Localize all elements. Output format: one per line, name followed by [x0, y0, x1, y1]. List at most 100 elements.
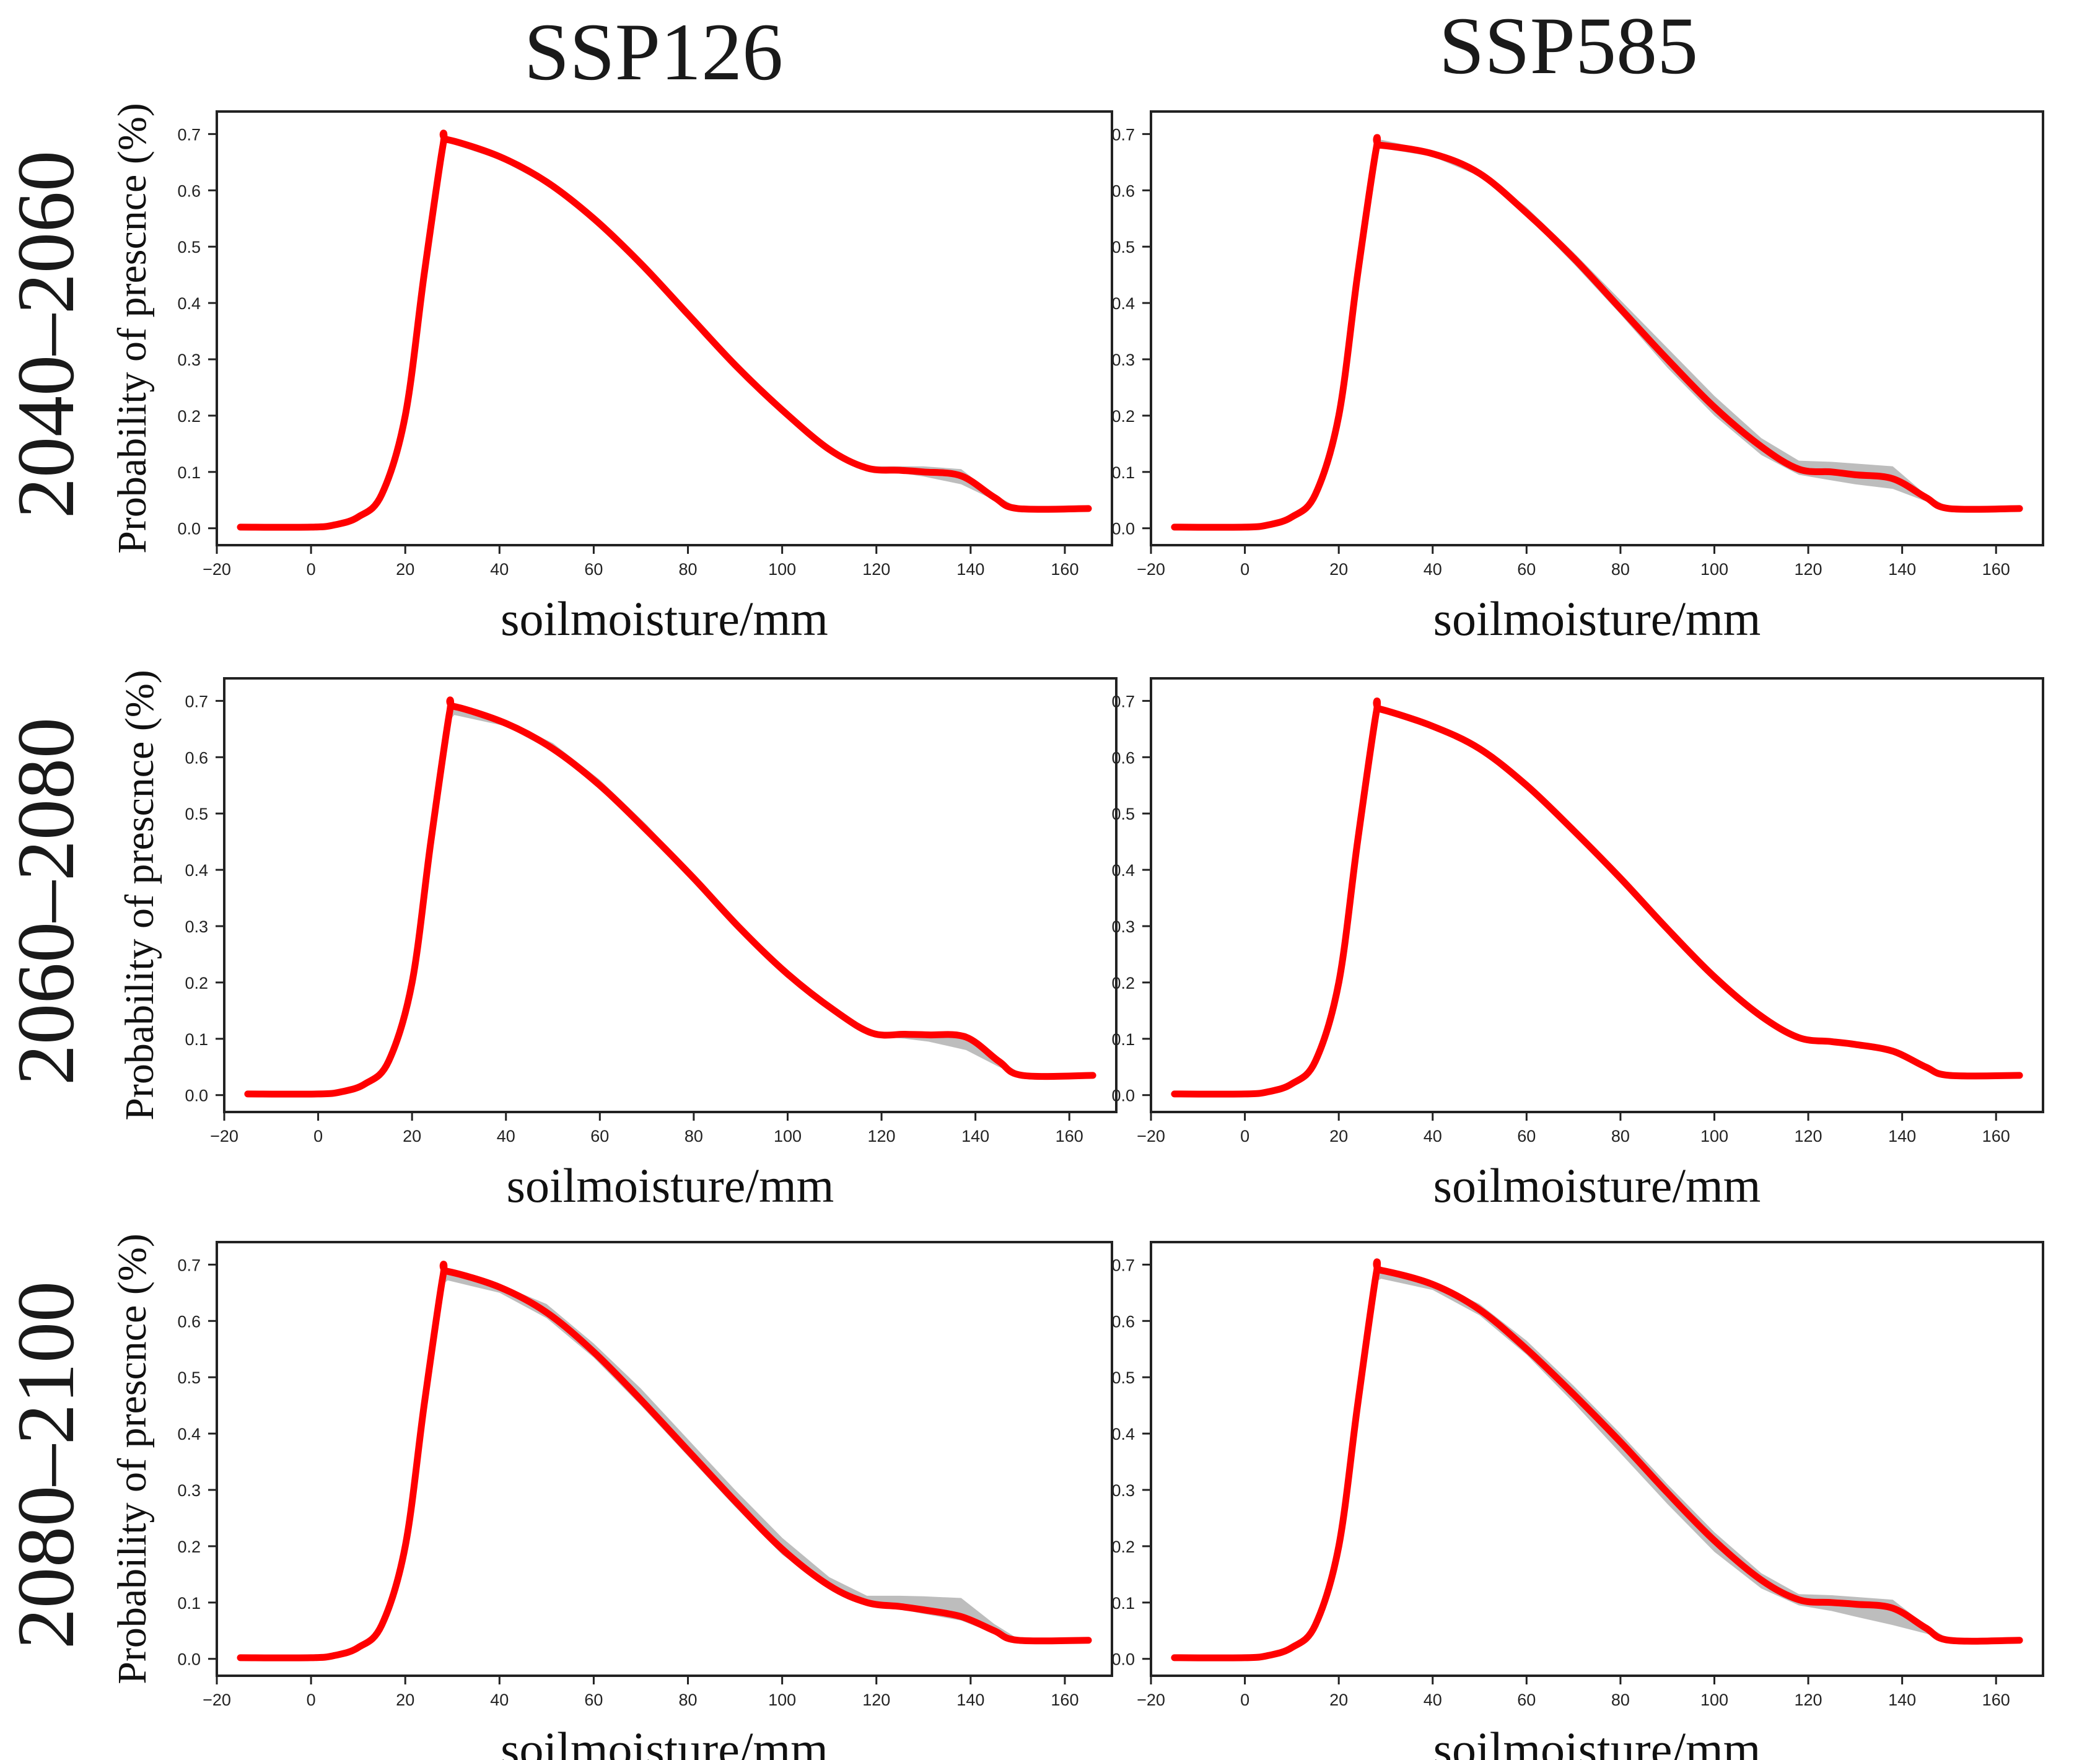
y-axis-label: Probability of prescnce (%) — [110, 103, 155, 554]
x-tick-label: −20 — [1137, 1691, 1165, 1709]
x-tick-label: 20 — [1329, 560, 1348, 579]
x-tick-label: 100 — [768, 560, 796, 579]
x-tick-label: 160 — [1051, 560, 1078, 579]
x-tick-label: −20 — [210, 1127, 238, 1145]
y-tick-label: 0.4 — [1111, 861, 1135, 880]
confidence-band — [1174, 707, 2020, 1094]
y-tick-label: 0.4 — [1111, 294, 1135, 313]
response-curve — [1171, 1258, 2023, 1661]
y-tick-label: 0.1 — [1111, 463, 1135, 482]
x-tick-label: 40 — [1424, 1127, 1442, 1145]
y-tick-label: 0.1 — [177, 1594, 201, 1613]
x-tick-label: 0 — [1240, 560, 1249, 579]
x-tick-label: 160 — [1982, 1691, 2010, 1709]
x-tick-label: 120 — [1795, 1691, 1822, 1709]
x-tick-label: 80 — [685, 1127, 703, 1145]
x-tick-label: 120 — [862, 560, 890, 579]
response-curve — [237, 129, 1092, 531]
x-tick-label: 20 — [1329, 1127, 1348, 1145]
plot-frame — [1150, 110, 2044, 546]
x-tick-label: 100 — [774, 1127, 802, 1145]
y-tick-label: 0.4 — [177, 294, 201, 313]
x-tick-label: 60 — [1517, 560, 1536, 579]
y-tick-label: 0.3 — [177, 351, 201, 369]
x-tick-label: 160 — [1056, 1127, 1083, 1145]
y-tick-label: 0.7 — [1111, 125, 1135, 144]
x-tick-label: 100 — [1700, 1127, 1728, 1145]
y-tick-label: 0.2 — [185, 974, 208, 992]
y-tick-label: 0.7 — [1111, 692, 1135, 711]
x-tick-label: 140 — [961, 1127, 989, 1145]
x-tick-label: 60 — [584, 1691, 603, 1709]
x-tick-label: 80 — [1611, 1691, 1630, 1709]
x-tick-label: 140 — [956, 560, 984, 579]
panel-grid: −20 0 20 40 60 80 100 120 140 160 0.0 0.1 0.2 0.3 0.4 0… — [110, 103, 2044, 1760]
x-tick-label: −20 — [1137, 560, 1165, 579]
x-tick-label: 60 — [1517, 1691, 1536, 1709]
x-tick-label: 60 — [590, 1127, 609, 1145]
response-curve — [244, 696, 1096, 1098]
x-tick-label: 40 — [490, 560, 509, 579]
y-tick-label: 0.3 — [1111, 917, 1135, 936]
panel-1: −20 0 20 40 60 80 100 120 140 160 0.0 0.1 0.2 0.3 0.4 0… — [110, 103, 1113, 646]
y-axis-label: Probability of prescnce (%) — [110, 1233, 155, 1684]
response-curve — [237, 1261, 1092, 1661]
y-tick-label: 0.0 — [177, 520, 201, 538]
x-tick-label: 60 — [584, 560, 603, 579]
y-tick-label: 0.2 — [177, 1538, 201, 1556]
y-tick-label: 0.1 — [177, 463, 201, 482]
y-tick-label: 0.5 — [177, 238, 201, 256]
plot-frame — [216, 1241, 1113, 1677]
y-tick-label: 0.4 — [185, 861, 208, 880]
y-tick-label: 0.5 — [185, 805, 208, 823]
panel-5: −20 0 20 40 60 80 100 120 140 160 0.0 0.1 0.2 0.3 0.4 0… — [110, 1233, 1113, 1760]
plot-frame — [1150, 677, 2044, 1113]
plot-frame — [1150, 1241, 2044, 1677]
x-axis-label: soilmoisture/mm — [1433, 1158, 1761, 1212]
y-tick-label: 0.1 — [1111, 1030, 1135, 1049]
x-tick-label: 0 — [307, 1691, 316, 1709]
x-tick-label: 0 — [313, 1127, 323, 1145]
y-tick-label: 0.0 — [1111, 1087, 1135, 1105]
confidence-band — [240, 139, 1088, 527]
x-tick-label: −20 — [1137, 1127, 1165, 1145]
column-title-ssp585: SSP585 — [1439, 0, 1698, 91]
x-tick-label: 140 — [1888, 1127, 1916, 1145]
row-title-2060-2080: 2060–2080 — [0, 717, 91, 1085]
y-tick-label: 0.5 — [1111, 238, 1135, 256]
y-tick-label: 0.6 — [1111, 182, 1135, 200]
y-axis-label: Probability of prescnce (%) — [117, 670, 162, 1121]
x-tick-label: −20 — [203, 560, 231, 579]
y-tick-label: 0.1 — [185, 1030, 208, 1049]
response-curve — [1171, 134, 2023, 531]
x-tick-label: 40 — [1424, 1691, 1442, 1709]
y-tick-label: 0.7 — [177, 125, 201, 144]
y-tick-label: 0.5 — [1111, 1368, 1135, 1387]
y-tick-label: 0.7 — [185, 692, 208, 711]
y-tick-label: 0.6 — [177, 1312, 201, 1331]
x-tick-label: 20 — [403, 1127, 421, 1145]
x-tick-label: 120 — [1795, 560, 1822, 579]
y-tick-label: 0.7 — [177, 1256, 201, 1274]
x-tick-label: 60 — [1517, 1127, 1536, 1145]
x-tick-label: 120 — [1795, 1127, 1822, 1145]
y-tick-label: 0.3 — [1111, 1481, 1135, 1500]
y-tick-label: 0.4 — [177, 1425, 201, 1443]
y-tick-label: 0.2 — [1111, 974, 1135, 992]
x-axis-label: soilmoisture/mm — [1433, 592, 1761, 646]
x-tick-label: 20 — [396, 560, 414, 579]
x-tick-label: −20 — [203, 1691, 231, 1709]
y-tick-label: 0.5 — [177, 1368, 201, 1387]
x-tick-label: 100 — [1700, 560, 1728, 579]
panel-3: −20 0 20 40 60 80 100 120 140 160 0.0 0.1 0.2 0.3 0.4 0… — [117, 670, 1118, 1212]
row-title-2040-2060: 2040–2060 — [0, 151, 91, 519]
confidence-band — [240, 1270, 1088, 1658]
x-tick-label: 80 — [679, 1691, 698, 1709]
x-tick-label: 100 — [768, 1691, 796, 1709]
x-tick-label: 0 — [307, 560, 316, 579]
x-tick-label: 0 — [1240, 1691, 1249, 1709]
plot-frame — [223, 677, 1118, 1113]
y-tick-label: 0.6 — [177, 182, 201, 200]
y-tick-label: 0.6 — [185, 748, 208, 767]
